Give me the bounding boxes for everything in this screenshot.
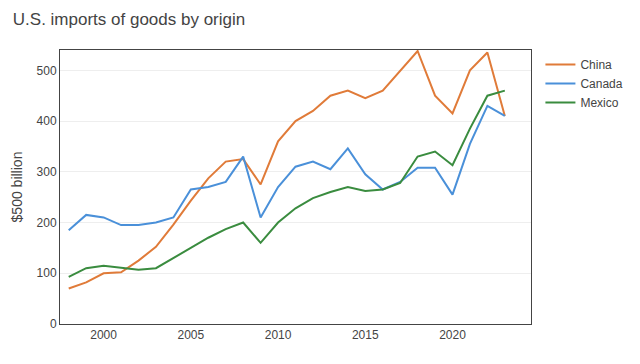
svg-text:Mexico: Mexico [580,96,618,110]
svg-text:2000: 2000 [90,328,117,342]
svg-text:400: 400 [37,114,57,128]
svg-text:Canada: Canada [580,77,622,91]
svg-text:2005: 2005 [177,328,204,342]
svg-text:2015: 2015 [352,328,379,342]
svg-text:200: 200 [37,216,57,230]
svg-text:$500 billion: $500 billion [9,152,25,223]
svg-text:2020: 2020 [439,328,466,342]
svg-text:China: China [580,58,612,72]
svg-text:U.S. imports of goods by origi: U.S. imports of goods by origin [13,10,245,29]
svg-text:0: 0 [50,317,57,331]
svg-text:300: 300 [37,165,57,179]
svg-text:100: 100 [37,266,57,280]
svg-text:2010: 2010 [265,328,292,342]
svg-text:500: 500 [37,64,57,78]
